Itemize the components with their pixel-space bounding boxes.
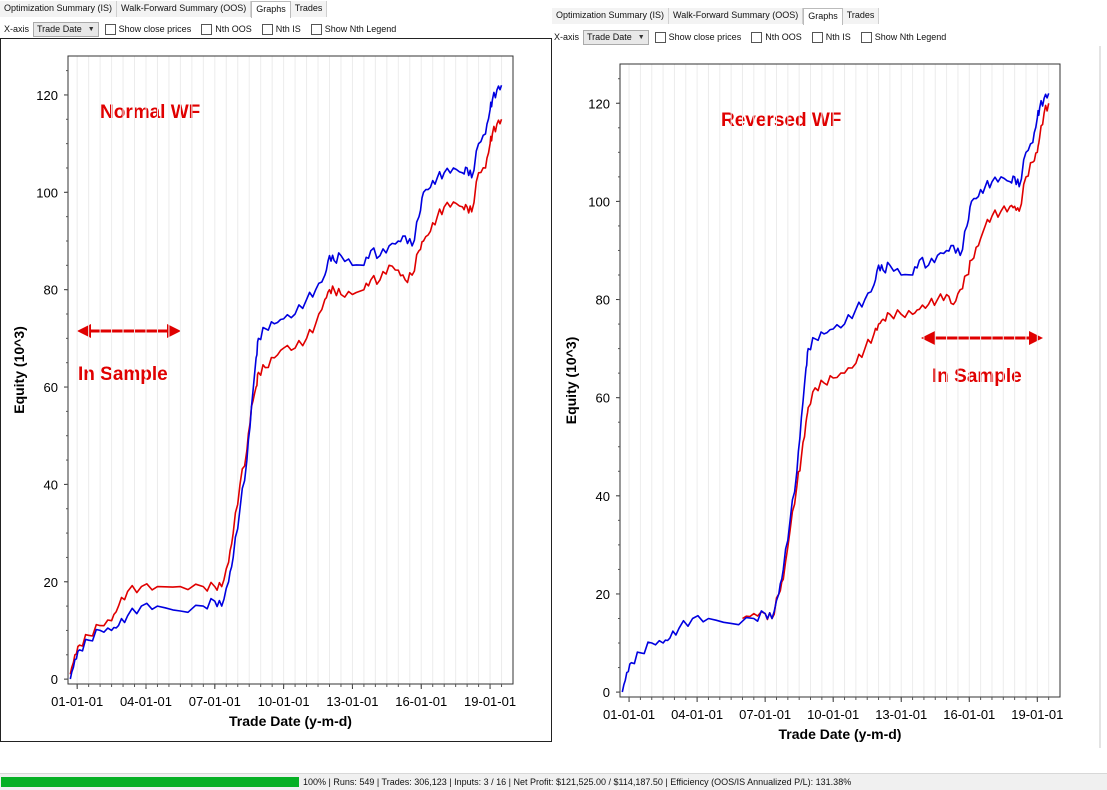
show-nth-legend-label: Show Nth Legend	[324, 24, 397, 34]
tab-walk-forward-summary[interactable]: Walk-Forward Summary (OOS)	[669, 8, 804, 24]
x-tick-label: 19-01-01	[464, 694, 516, 709]
x-tick-label: 07-01-01	[189, 694, 241, 709]
y-tick-label: 20	[596, 587, 610, 602]
nth-is-label: Nth IS	[825, 32, 851, 42]
y-axis-label: Equity (10^3)	[11, 326, 27, 414]
x-tick-label: 10-01-01	[807, 707, 859, 722]
nth-oos-checkbox[interactable]: Nth OOS	[751, 31, 802, 43]
y-tick-label: 0	[603, 685, 610, 700]
nth-oos-label: Nth OOS	[215, 24, 252, 34]
right-annotation-title: Reversed WF	[721, 110, 841, 131]
tab-optimization-summary[interactable]: Optimization Summary (IS)	[552, 8, 670, 24]
right-equity-chart: Reversed WF In Sample 0 20 40 60 80 100 120 01-…	[552, 46, 1107, 748]
plot-area	[619, 63, 1061, 698]
y-tick-label: 100	[36, 185, 58, 200]
series-line	[742, 103, 1050, 621]
left-tab-bar: Optimization Summary (IS) Walk-Forward S…	[0, 1, 328, 18]
xaxis-select-value: Trade Date	[37, 24, 82, 34]
tab-walk-forward-summary[interactable]: Walk-Forward Summary (OOS)	[117, 1, 252, 17]
nth-oos-checkbox[interactable]: Nth OOS	[201, 23, 252, 35]
tab-optimization-summary[interactable]: Optimization Summary (IS)	[0, 1, 118, 17]
x-tick-label: 10-01-01	[258, 694, 310, 709]
right-graph-toolbar: X-axis Trade Date ▼ Show close prices Nt…	[554, 28, 956, 46]
x-tick-label: 19-01-01	[1011, 707, 1063, 722]
tab-trades[interactable]: Trades	[842, 8, 880, 24]
left-double-arrow	[77, 324, 181, 338]
y-tick-label: 120	[36, 88, 58, 103]
x-tick-label: 04-01-01	[120, 694, 172, 709]
checkbox-box[interactable]	[811, 31, 823, 43]
nth-is-checkbox[interactable]: Nth IS	[811, 31, 851, 43]
x-tick-label: 16-01-01	[943, 707, 995, 722]
progress-bar	[1, 777, 299, 787]
checkbox-box[interactable]	[751, 31, 763, 43]
show-nth-legend-checkbox[interactable]: Show Nth Legend	[310, 23, 397, 35]
x-tick-label: 13-01-01	[326, 694, 378, 709]
x-axis-label: Trade Date (y-m-d)	[229, 713, 352, 729]
xaxis-select[interactable]: Trade Date ▼	[33, 21, 99, 37]
checkbox-box[interactable]	[104, 23, 116, 35]
left-graph-panel: Optimization Summary (IS) Walk-Forward S…	[0, 0, 552, 742]
xaxis-label: X-axis	[554, 32, 580, 42]
y-tick-label: 60	[44, 380, 58, 395]
tab-graphs[interactable]: Graphs	[803, 8, 843, 25]
show-close-prices-checkbox[interactable]: Show close prices	[104, 23, 192, 35]
y-tick-label: 20	[44, 575, 58, 590]
x-tick-label: 16-01-01	[395, 694, 447, 709]
status-bar: 100% | Runs: 549 | Trades: 306,123 | Inp…	[0, 773, 1107, 790]
series-line	[69, 84, 503, 680]
plot-area	[67, 55, 514, 685]
y-tick-label: 100	[588, 194, 610, 209]
show-close-prices-checkbox[interactable]: Show close prices	[654, 31, 742, 43]
show-close-prices-label: Show close prices	[668, 32, 742, 42]
left-graph-toolbar: X-axis Trade Date ▼ Show close prices Nt…	[4, 20, 406, 38]
checkbox-box[interactable]	[654, 31, 666, 43]
right-graph-panel: Optimization Summary (IS) Walk-Forward S…	[552, 8, 1107, 748]
x-tick-label: 04-01-01	[671, 707, 723, 722]
y-axis-label: Equity (10^3)	[563, 337, 579, 425]
x-axis-label: Trade Date (y-m-d)	[779, 726, 902, 742]
chevron-down-icon: ▼	[637, 33, 645, 41]
right-tab-bar: Optimization Summary (IS) Walk-Forward S…	[552, 8, 880, 25]
chevron-down-icon: ▼	[87, 25, 95, 33]
series-line	[621, 93, 1050, 693]
y-tick-label: 40	[596, 489, 610, 504]
y-tick-label: 0	[51, 672, 58, 687]
checkbox-box[interactable]	[860, 31, 872, 43]
show-nth-legend-label: Show Nth Legend	[874, 32, 947, 42]
left-annotation-title: Normal WF	[100, 102, 200, 123]
nth-is-checkbox[interactable]: Nth IS	[261, 23, 301, 35]
y-tick-label: 80	[596, 293, 610, 308]
right-annotation-in-sample: In Sample	[932, 366, 1022, 387]
checkbox-box[interactable]	[261, 23, 273, 35]
y-tick-label: 60	[596, 391, 610, 406]
y-tick-label: 40	[44, 477, 58, 492]
x-tick-label: 07-01-01	[739, 707, 791, 722]
checkbox-box[interactable]	[201, 23, 213, 35]
tab-trades[interactable]: Trades	[290, 1, 328, 17]
x-tick-label: 01-01-01	[51, 694, 103, 709]
xaxis-label: X-axis	[4, 24, 30, 34]
x-tick-label: 13-01-01	[875, 707, 927, 722]
show-nth-legend-checkbox[interactable]: Show Nth Legend	[860, 31, 947, 43]
status-text: 100% | Runs: 549 | Trades: 306,123 | Inp…	[303, 777, 852, 787]
series-line	[69, 119, 503, 675]
tab-graphs[interactable]: Graphs	[251, 1, 291, 18]
show-close-prices-label: Show close prices	[118, 24, 192, 34]
y-tick-label: 120	[588, 96, 610, 111]
y-tick-label: 80	[44, 283, 58, 298]
xaxis-select-value: Trade Date	[587, 32, 632, 42]
nth-is-label: Nth IS	[275, 24, 301, 34]
xaxis-select[interactable]: Trade Date ▼	[583, 29, 649, 45]
nth-oos-label: Nth OOS	[765, 32, 802, 42]
checkbox-box[interactable]	[310, 23, 322, 35]
left-equity-chart: Normal WF In Sample 02040608010012001-01…	[0, 38, 552, 742]
x-tick-label: 01-01-01	[603, 707, 655, 722]
